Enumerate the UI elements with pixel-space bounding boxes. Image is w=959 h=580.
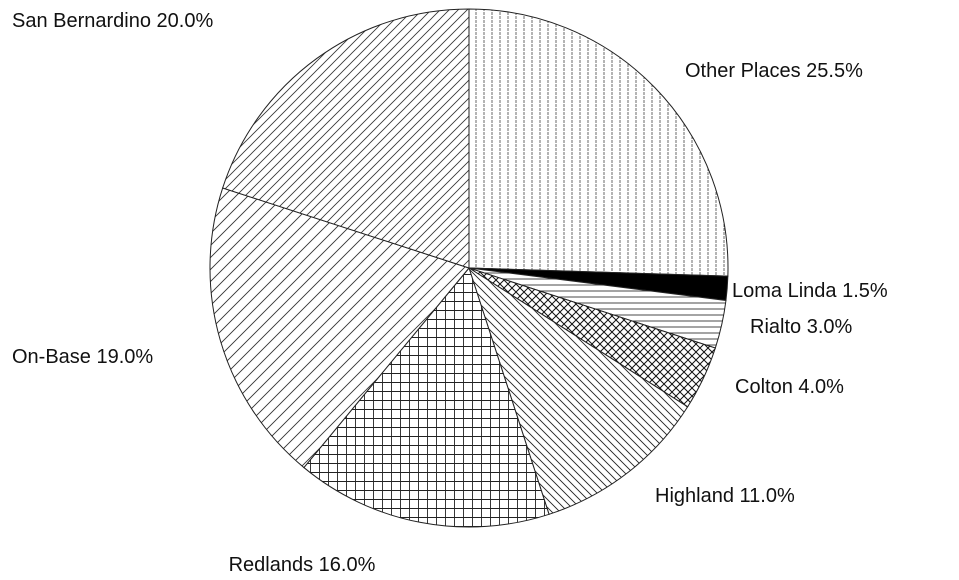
slice-name: Highland: [655, 485, 734, 507]
slice-name: Redlands: [229, 554, 314, 576]
pie-slice: [468, 266, 689, 515]
pie-slice: [222, 8, 470, 269]
slice-label: Loma Linda 1.5%: [732, 280, 888, 302]
slice-value-label: 16.0%: [319, 554, 376, 576]
pie-slice: [209, 187, 470, 469]
slice-label: On-Base 19.0%: [12, 346, 153, 368]
slice-label: Colton 4.0%: [735, 376, 844, 398]
slice-label: Other Places 25.5%: [685, 60, 863, 82]
labels: Other Places 25.5% Loma Linda 1.5% Rialto …: [12, 10, 888, 576]
slice-name: San Bernardino: [12, 10, 151, 32]
pie-slice: [303, 266, 550, 528]
slice-value-label: 3.0%: [807, 316, 853, 338]
slice-value-label: 11.0%: [740, 485, 795, 507]
slice-label: Redlands 16.0%: [229, 554, 376, 576]
slice-label: Highland 11.0%: [655, 485, 795, 507]
slice-name: Other Places: [685, 60, 801, 82]
slice-value-label: 25.5%: [806, 60, 863, 82]
slice-name: Colton: [735, 376, 793, 398]
slice-value-label: 4.0%: [798, 376, 844, 398]
slice-label: Rialto 3.0%: [750, 316, 853, 338]
slice-label: San Bernardino 20.0%: [12, 10, 213, 32]
pie-slice: [468, 8, 729, 277]
slice-name: Loma Linda: [732, 280, 837, 302]
slice-name: On-Base: [12, 346, 91, 368]
pie: [209, 8, 729, 528]
slice-name: Rialto: [750, 316, 801, 338]
slice-value-label: 19.0%: [97, 346, 154, 368]
slice-value-label: 20.0%: [157, 10, 214, 32]
slice-value-label: 1.5%: [842, 280, 888, 302]
